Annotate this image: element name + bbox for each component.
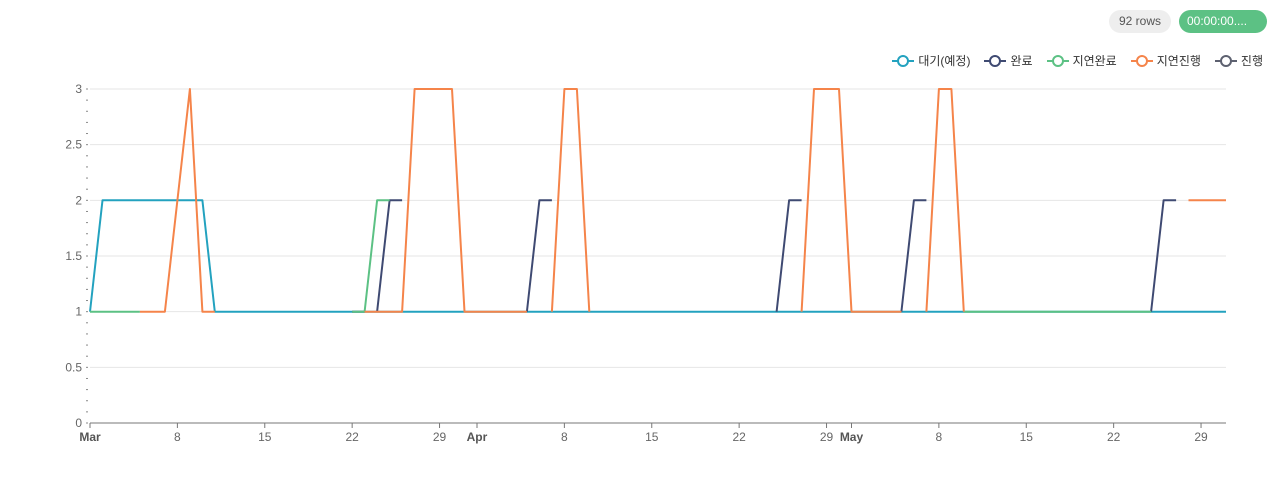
x-tick-label: 8 — [174, 430, 181, 444]
y-tick-label: 1 — [75, 305, 82, 319]
series-line — [364, 88, 527, 313]
legend-item-series-3[interactable]: 지연진행 — [1130, 52, 1201, 69]
elapsed-time-badge[interactable]: 00:00:00.... — [1179, 10, 1267, 33]
x-tick-label: 22 — [732, 430, 746, 444]
series-line — [139, 88, 215, 313]
x-tick-label: 29 — [1194, 430, 1208, 444]
row-count-badge: 92 rows — [1108, 10, 1171, 33]
series-line — [775, 199, 802, 312]
y-tick-label: 2 — [75, 193, 82, 207]
legend-label: 대기(예정) — [918, 54, 971, 68]
series-line — [925, 88, 965, 312]
y-tick-label: 2.5 — [65, 138, 82, 152]
x-tick-label: 15 — [258, 430, 272, 444]
legend-item-series-0[interactable]: 대기(예정) — [892, 52, 970, 69]
series-2 — [90, 199, 1152, 313]
series-line — [550, 88, 591, 312]
y-tick-label: 0.5 — [65, 360, 82, 374]
x-tick-label: 15 — [1020, 430, 1034, 444]
legend-label: 완료 — [1010, 54, 1033, 68]
legend-marker-icon — [892, 54, 915, 67]
y-tick-label: 3 — [75, 82, 82, 96]
series-3 — [139, 88, 1226, 313]
series-line — [352, 199, 390, 313]
toolbar: 92 rows 00:00:00.... — [1108, 10, 1267, 33]
series-line — [1150, 199, 1177, 312]
x-tick-label: 8 — [561, 430, 568, 444]
x-tick-label: 15 — [645, 430, 659, 444]
x-tick-label: 29 — [433, 430, 447, 444]
series-line — [800, 88, 902, 313]
chart-legend: 대기(예정) 완료 지연완료 지연진행 진행 — [892, 52, 1263, 69]
series-line — [525, 199, 552, 312]
x-tick-label: 22 — [1107, 430, 1121, 444]
legend-item-series-2[interactable]: 지연완료 — [1046, 52, 1117, 69]
x-tick-label: 22 — [345, 430, 359, 444]
legend-item-series-1[interactable]: 완료 — [984, 52, 1033, 69]
legend-marker-icon — [1130, 54, 1153, 67]
x-month-label: May — [840, 430, 864, 444]
legend-marker-icon — [1214, 54, 1237, 67]
x-tick-label: 8 — [936, 430, 943, 444]
series-0 — [89, 199, 1226, 313]
y-tick-label: 1.5 — [65, 249, 82, 263]
x-month-label: Mar — [79, 430, 101, 444]
legend-label: 지연완료 — [1072, 54, 1117, 68]
y-tick-label: 0 — [75, 416, 82, 430]
legend-item-series-4[interactable]: 진행 — [1214, 52, 1263, 69]
legend-marker-icon — [984, 54, 1007, 67]
legend-label: 진행 — [1240, 54, 1263, 68]
series-line — [900, 199, 927, 312]
series-line — [89, 199, 1226, 313]
legend-label: 지연진행 — [1156, 54, 1201, 68]
x-month-label: Apr — [467, 430, 488, 444]
x-tick-label: 29 — [820, 430, 834, 444]
legend-marker-icon — [1046, 54, 1069, 67]
